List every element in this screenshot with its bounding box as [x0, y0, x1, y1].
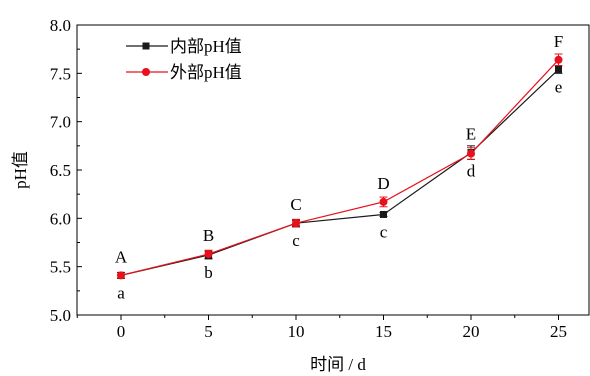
legend-marker-outer — [142, 68, 150, 76]
y-tick-label: 7.0 — [50, 113, 71, 132]
legend-marker-inner — [142, 42, 150, 50]
x-tick-label: 20 — [463, 322, 480, 341]
y-tick-label: 6.0 — [50, 209, 71, 228]
plot-frame — [76, 24, 590, 316]
series-line-outer — [120, 59, 559, 276]
y-tick-label: 6.5 — [50, 161, 71, 180]
point-label-upper: E — [466, 125, 476, 144]
legend-label-outer: 外部pH值 — [170, 63, 242, 82]
point-label-lower: d — [467, 162, 476, 181]
x-tick-label: 0 — [117, 322, 126, 341]
data-point-outer — [117, 271, 125, 280]
data-point-outer — [204, 250, 213, 259]
point-label-lower: e — [555, 77, 563, 96]
series-line-inner — [120, 69, 559, 276]
series-markers — [117, 55, 563, 280]
y-tick-label: 8.0 — [50, 16, 71, 35]
point-label-upper: C — [290, 195, 301, 214]
error-bars — [117, 53, 563, 279]
data-point-outer — [467, 149, 475, 158]
x-tick-label: 5 — [204, 322, 213, 341]
axis-ticks: 5.0 5.5 6.0 6.5 7.0 7.5 8.0 0 5 10 15 20 25 — [50, 16, 567, 341]
point-label-lower: a — [117, 283, 125, 302]
x-tick-label: 10 — [288, 322, 305, 341]
point-label-lower: c — [292, 231, 300, 250]
point-label-upper: B — [203, 226, 214, 245]
data-point-outer — [379, 197, 388, 206]
point-label-upper: D — [377, 174, 389, 193]
point-label-upper: F — [554, 32, 563, 51]
y-tick-label: 7.5 — [50, 64, 71, 83]
data-point-inner — [380, 210, 387, 218]
legend-label-inner: 内部pH值 — [170, 37, 242, 56]
data-point-inner — [555, 65, 562, 73]
series-lines — [120, 59, 559, 276]
point-label-lower: c — [380, 222, 388, 241]
x-axis-title: 时间 / d — [310, 355, 366, 374]
data-point-outer — [554, 55, 563, 64]
data-point-outer — [292, 219, 300, 228]
point-label-lower: b — [204, 263, 213, 282]
y-tick-label: 5.0 — [50, 306, 71, 325]
point-label-upper: A — [115, 247, 128, 266]
x-tick-label: 15 — [375, 322, 392, 341]
y-tick-label: 5.5 — [50, 258, 71, 277]
significance-labels: a b c c d e A B C D E F — [115, 32, 563, 303]
legend: 内部pH值 外部pH值 — [126, 37, 242, 82]
x-tick-label: 25 — [550, 322, 567, 341]
y-axis-title: pH值 — [11, 151, 30, 189]
